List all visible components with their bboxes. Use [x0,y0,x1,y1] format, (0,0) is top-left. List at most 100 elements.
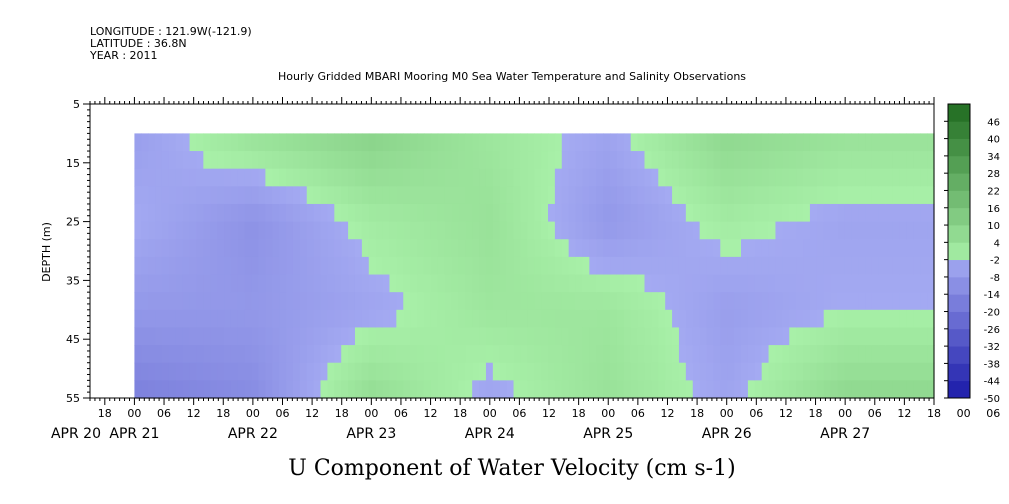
heatmap-cell [913,133,921,152]
heatmap-cell [534,327,542,346]
heatmap-cell [258,133,266,152]
heatmap-cell [885,274,894,293]
heatmap-cell [168,292,177,311]
heatmap-cell [437,203,446,223]
heatmap-cell [410,151,418,170]
heatmap-cell [341,362,349,381]
heatmap-cell [672,292,680,311]
heatmap-cell [865,133,873,152]
heatmap-cell [368,292,377,311]
heatmap-cell [892,345,901,364]
heatmap-cell [272,186,280,205]
heatmap-cell [527,309,535,329]
colorbar-swatch [948,346,970,364]
heatmap-cell [244,362,253,381]
heatmap-cell [368,221,377,240]
heatmap-cell [713,309,721,329]
heatmap-cell [809,292,818,311]
heatmap-cell [554,327,563,346]
heatmap-cell [610,239,618,258]
heatmap-cell [754,256,763,276]
heatmap-cell [858,380,866,399]
heatmap-cell [672,151,680,170]
heatmap-cell [878,221,887,240]
heatmap-cell [603,345,611,364]
heatmap-cell [741,133,749,152]
heatmap-cell [334,380,342,399]
heatmap-cell [865,345,873,364]
heatmap-cell [644,186,652,205]
heatmap-cell [168,168,177,187]
heatmap-cell [161,362,170,381]
heatmap-cell [644,327,652,346]
heatmap-cell [527,345,535,364]
heatmap-cell [734,133,742,152]
x-hour-label: 06 [512,407,526,420]
heatmap-cell [768,221,777,240]
heatmap-cell [306,239,315,258]
heatmap-cell [754,292,763,311]
heatmap-cell [685,256,694,276]
heatmap-cell [878,239,887,258]
heatmap-cell [437,133,446,152]
heatmap-cell [196,186,204,205]
heatmap-cell [320,292,329,311]
heatmap-cell [148,327,156,346]
heatmap-cell [520,133,528,152]
heatmap-cell [747,309,756,329]
x-hour-label: 18 [335,407,349,420]
heatmap-cell [210,221,218,240]
heatmap-cell [527,256,535,276]
heatmap-cell [775,362,783,381]
heatmap-cell [499,380,508,399]
heatmap-cell [844,168,852,187]
heatmap-cell [782,380,790,399]
heatmap-cell [175,256,184,276]
heatmap-cell [251,151,260,170]
heatmap-cell [830,186,839,205]
heatmap-cell [747,327,756,346]
heatmap-cell [306,186,315,205]
heatmap-cell [520,168,528,187]
year-label: YEAR : 2011 [89,49,158,62]
heatmap-cell [217,292,225,311]
heatmap-cell [217,345,225,364]
heatmap-cell [823,362,832,381]
heatmap-cell [148,133,156,152]
heatmap-cell [479,309,487,329]
heatmap-cell [375,151,384,170]
heatmap-cell [603,380,611,399]
heatmap-cell [458,256,466,276]
heatmap-cell [417,274,425,293]
heatmap-cell [203,309,211,329]
heatmap-cell [672,133,680,152]
heatmap-cell [224,186,232,205]
heatmap-cell [458,274,466,293]
heatmap-cell [720,274,728,293]
heatmap-cell [403,309,411,329]
heatmap-cell [637,168,646,187]
heatmap-cell [796,327,804,346]
heatmap-cell [692,168,701,187]
heatmap-cell [134,327,142,346]
heatmap-cell [865,221,873,240]
x-hour-label: 00 [483,407,497,420]
heatmap-cell [306,151,315,170]
heatmap-cell [437,221,446,240]
heatmap-cell [927,186,935,205]
heatmap-cell [237,256,246,276]
heatmap-cell [809,345,818,364]
heatmap-cell [706,345,715,364]
heatmap-cell [554,168,563,187]
heatmap-cell [368,133,377,152]
heatmap-cell [672,380,680,399]
heatmap-cell [299,186,308,205]
heatmap-cell [299,274,308,293]
heatmap-cell [596,309,604,329]
heatmap-cell [224,362,232,381]
heatmap-cell [534,239,542,258]
heatmap-cell [837,292,845,311]
heatmap-cell [768,256,777,276]
heatmap-cell [830,239,839,258]
heatmap-cell [417,239,425,258]
